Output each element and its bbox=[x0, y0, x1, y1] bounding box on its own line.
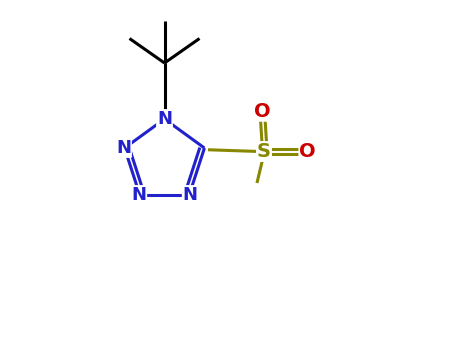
Text: N: N bbox=[157, 110, 172, 128]
Text: N: N bbox=[183, 186, 198, 204]
Text: N: N bbox=[116, 139, 131, 157]
Text: O: O bbox=[254, 102, 271, 121]
Text: S: S bbox=[257, 142, 271, 161]
Text: O: O bbox=[299, 142, 316, 161]
Text: N: N bbox=[131, 186, 146, 204]
